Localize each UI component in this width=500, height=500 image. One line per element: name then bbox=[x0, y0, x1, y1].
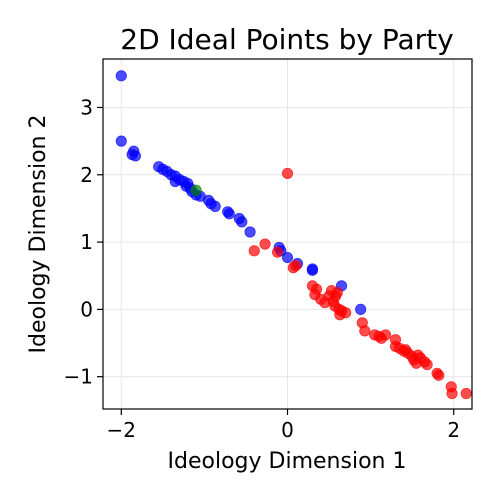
data-point bbox=[248, 245, 260, 257]
data-point bbox=[223, 208, 235, 220]
data-point bbox=[306, 264, 319, 276]
data-point bbox=[129, 150, 142, 162]
data-point bbox=[281, 167, 294, 180]
data-point bbox=[169, 175, 181, 188]
data-point bbox=[355, 303, 367, 315]
data-point bbox=[209, 200, 221, 213]
y-tick-label: −1 bbox=[64, 365, 93, 389]
data-point bbox=[460, 387, 472, 400]
x-tick-label: 0 bbox=[281, 418, 294, 442]
data-point bbox=[271, 246, 284, 258]
ticks-layer: −2 0 2 −1 0 1 2 3 bbox=[64, 95, 461, 442]
y-tick-label: 0 bbox=[80, 297, 93, 321]
data-point bbox=[421, 358, 433, 371]
data-point bbox=[115, 135, 127, 147]
x-axis-label: Ideology Dimension 1 bbox=[168, 449, 407, 474]
data-point bbox=[190, 184, 202, 196]
data-point bbox=[433, 369, 445, 381]
chart-title: 2D Ideal Points by Party bbox=[120, 23, 453, 56]
data-point bbox=[359, 325, 371, 337]
data-point bbox=[244, 226, 256, 238]
y-tick-label: 3 bbox=[80, 95, 93, 119]
data-point bbox=[446, 387, 458, 400]
y-tick-label: 2 bbox=[80, 163, 93, 187]
x-tick-label: −2 bbox=[107, 418, 136, 442]
data-point bbox=[379, 329, 392, 341]
y-axis-label: Ideology Dimension 2 bbox=[26, 115, 51, 354]
data-point bbox=[331, 286, 343, 299]
data-point bbox=[115, 70, 127, 82]
data-point bbox=[236, 216, 248, 228]
data-point bbox=[290, 260, 302, 272]
y-tick-label: 1 bbox=[80, 230, 93, 254]
x-tick-label: 2 bbox=[447, 418, 460, 442]
points-layer bbox=[115, 70, 472, 400]
data-point bbox=[281, 251, 294, 264]
data-point bbox=[259, 238, 271, 250]
data-point bbox=[340, 307, 352, 319]
